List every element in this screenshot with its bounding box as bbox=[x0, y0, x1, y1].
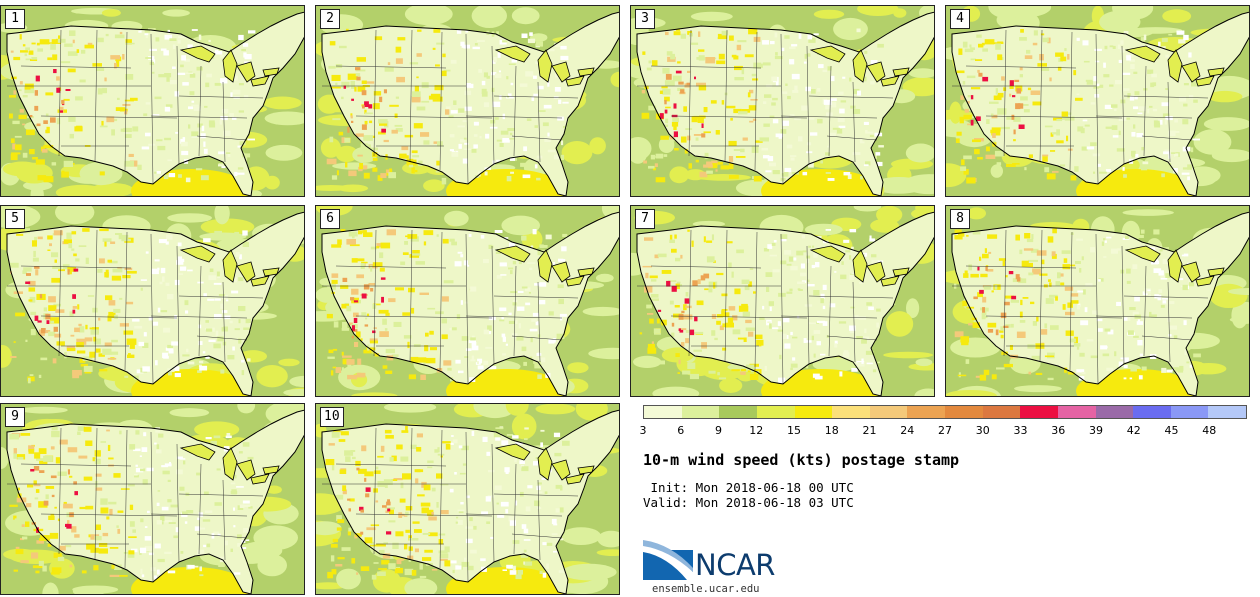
map-panel-8: 8 bbox=[945, 205, 1250, 397]
map-panel-5: 5 bbox=[0, 205, 305, 397]
map-panel-6: 6 bbox=[315, 205, 620, 397]
color-scale-swatch-13 bbox=[1133, 406, 1171, 418]
ensemble-url: ensemble.ucar.edu bbox=[652, 583, 760, 595]
color-scale-swatch-5 bbox=[832, 406, 870, 418]
color-scale-swatch-0 bbox=[644, 406, 682, 418]
color-scale-swatch-11 bbox=[1057, 406, 1096, 418]
color-scale-bar bbox=[643, 405, 1247, 419]
map-panel-3: 3 bbox=[630, 5, 935, 197]
color-scale-swatch-7 bbox=[907, 406, 945, 418]
wind-speed-map bbox=[316, 404, 619, 594]
map-panel-1: 1 bbox=[0, 5, 305, 197]
color-scale-swatch-15 bbox=[1208, 406, 1246, 418]
color-scale-tick-label: 21 bbox=[862, 424, 877, 437]
map-panel-10: 10 bbox=[315, 403, 620, 595]
color-scale-swatch-2 bbox=[719, 406, 757, 418]
color-scale-tick-label: 18 bbox=[824, 424, 839, 437]
color-scale-swatch-14 bbox=[1170, 406, 1209, 418]
valid-time: Valid: Mon 2018-06-18 03 UTC bbox=[643, 495, 854, 510]
member-number-label: 10 bbox=[320, 407, 344, 427]
ncar-logo-icon bbox=[643, 540, 693, 580]
figure-title: 10-m wind speed (kts) postage stamp bbox=[643, 451, 960, 469]
wind-speed-map bbox=[1, 6, 304, 196]
color-scale-tick-label: 30 bbox=[975, 424, 990, 437]
color-scale-swatch-4 bbox=[794, 406, 833, 418]
color-scale-swatch-1 bbox=[681, 406, 720, 418]
ncar-logo-text: NCAR bbox=[695, 548, 775, 582]
map-panel-9: 9 bbox=[0, 403, 305, 595]
member-number-label: 9 bbox=[5, 407, 25, 427]
wind-speed-map bbox=[1, 404, 304, 594]
wind-speed-map bbox=[631, 206, 934, 396]
member-number-label: 4 bbox=[950, 9, 970, 29]
color-scale-swatch-8 bbox=[945, 406, 983, 418]
map-panel-2: 2 bbox=[315, 5, 620, 197]
color-scale-tick-label: 45 bbox=[1164, 424, 1179, 437]
color-scale-swatch-12 bbox=[1095, 406, 1134, 418]
color-scale-tick-label: 15 bbox=[787, 424, 801, 437]
member-number-label: 1 bbox=[5, 9, 25, 29]
member-number-label: 5 bbox=[5, 209, 25, 229]
member-number-label: 6 bbox=[320, 209, 340, 229]
color-scale-tick-label: 3 bbox=[639, 424, 647, 437]
wind-speed-map bbox=[316, 206, 619, 396]
color-scale-swatch-10 bbox=[1020, 406, 1058, 418]
member-number-label: 8 bbox=[950, 209, 970, 229]
color-scale-swatch-9 bbox=[982, 406, 1021, 418]
color-scale-tick-label: 6 bbox=[677, 424, 685, 437]
map-panel-4: 4 bbox=[945, 5, 1250, 197]
wind-speed-map bbox=[1, 206, 304, 396]
color-scale-tick-label: 42 bbox=[1126, 424, 1141, 437]
color-scale-tick-label: 24 bbox=[900, 424, 915, 437]
color-scale-swatch-6 bbox=[869, 406, 908, 418]
color-scale-tick-label: 12 bbox=[749, 424, 764, 437]
color-scale-swatch-3 bbox=[756, 406, 795, 418]
color-scale-tick-label: 33 bbox=[1013, 424, 1028, 437]
color-scale-tick-label: 27 bbox=[938, 424, 952, 437]
color-scale-tick-label: 39 bbox=[1089, 424, 1103, 437]
member-number-label: 3 bbox=[635, 9, 655, 29]
wind-speed-map bbox=[631, 6, 934, 196]
color-scale-tick-label: 36 bbox=[1051, 424, 1066, 437]
color-scale-tick-label: 48 bbox=[1202, 424, 1217, 437]
wind-speed-map bbox=[316, 6, 619, 196]
member-number-label: 7 bbox=[635, 209, 655, 229]
init-time: Init: Mon 2018-06-18 00 UTC bbox=[643, 480, 854, 495]
wind-speed-map bbox=[946, 6, 1249, 196]
wind-speed-map bbox=[946, 206, 1249, 396]
map-panel-7: 7 bbox=[630, 205, 935, 397]
color-scale-tick-label: 9 bbox=[715, 424, 722, 437]
member-number-label: 2 bbox=[320, 9, 340, 29]
